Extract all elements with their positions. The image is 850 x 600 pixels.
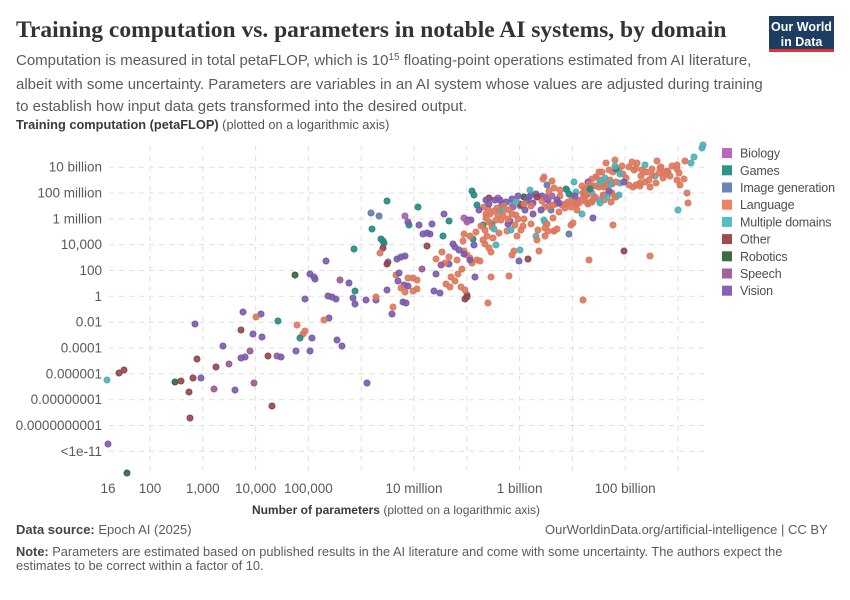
svg-text:10,000: 10,000 bbox=[61, 237, 102, 252]
svg-text:0.00000001: 0.00000001 bbox=[31, 392, 102, 407]
svg-text:10,000: 10,000 bbox=[235, 481, 276, 496]
svg-text:16: 16 bbox=[100, 481, 115, 496]
svg-text:Biology: Biology bbox=[740, 147, 781, 161]
svg-text:Image generation: Image generation bbox=[740, 181, 835, 195]
svg-text:0.0000000001: 0.0000000001 bbox=[16, 418, 102, 433]
svg-text:Vision: Vision bbox=[740, 284, 773, 298]
svg-text:0.0001: 0.0001 bbox=[61, 341, 102, 356]
svg-text:1 billion: 1 billion bbox=[497, 481, 543, 496]
svg-text:Multiple domains: Multiple domains bbox=[740, 215, 831, 229]
svg-text:Other: Other bbox=[740, 233, 771, 247]
svg-text:100,000: 100,000 bbox=[284, 481, 333, 496]
svg-text:1 million: 1 million bbox=[52, 211, 102, 226]
svg-text:Language: Language bbox=[740, 198, 795, 212]
svg-text:Speech: Speech bbox=[740, 267, 782, 281]
svg-text:10 billion: 10 billion bbox=[49, 160, 102, 175]
svg-text:0.000001: 0.000001 bbox=[46, 366, 102, 381]
svg-text:100: 100 bbox=[139, 481, 162, 496]
svg-text:1,000: 1,000 bbox=[186, 481, 220, 496]
svg-text:10 million: 10 million bbox=[385, 481, 442, 496]
svg-text:100 million: 100 million bbox=[37, 186, 102, 201]
svg-text:100 billion: 100 billion bbox=[595, 481, 656, 496]
svg-text:0.01: 0.01 bbox=[76, 315, 102, 330]
svg-text:1: 1 bbox=[94, 289, 102, 304]
svg-text:100: 100 bbox=[79, 263, 102, 278]
svg-text:Robotics: Robotics bbox=[740, 250, 787, 264]
svg-text:Games: Games bbox=[740, 164, 780, 178]
svg-text:<1e-11: <1e-11 bbox=[61, 444, 102, 459]
